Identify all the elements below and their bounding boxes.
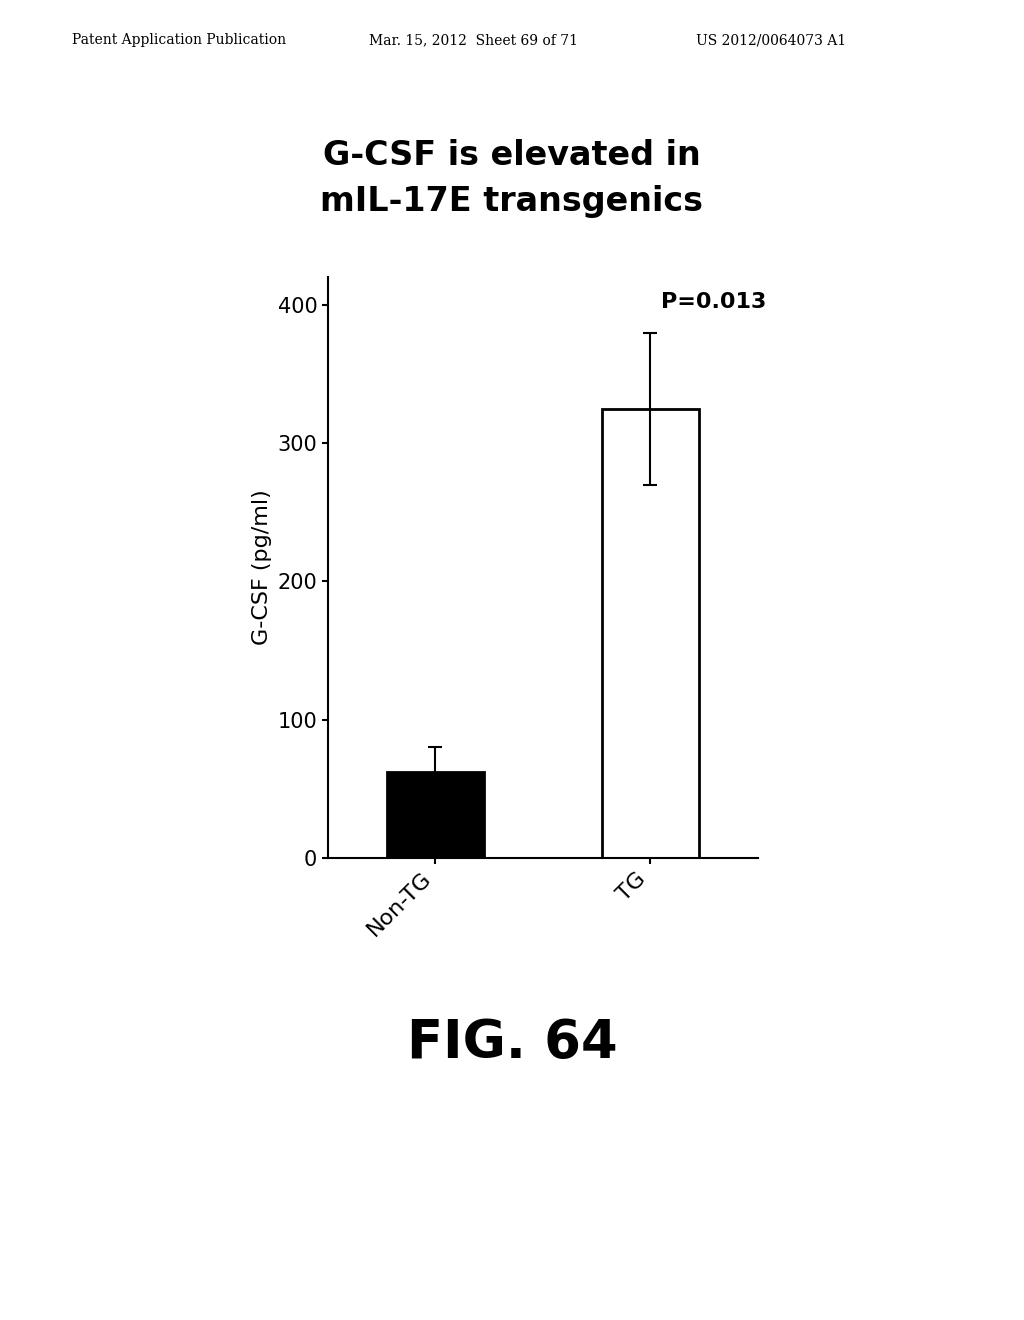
Text: mIL-17E transgenics: mIL-17E transgenics xyxy=(321,185,703,218)
Text: G-CSF is elevated in: G-CSF is elevated in xyxy=(324,139,700,172)
Text: Mar. 15, 2012  Sheet 69 of 71: Mar. 15, 2012 Sheet 69 of 71 xyxy=(369,33,578,48)
Y-axis label: G-CSF (pg/ml): G-CSF (pg/ml) xyxy=(252,490,272,645)
Text: Patent Application Publication: Patent Application Publication xyxy=(72,33,286,48)
Text: FIG. 64: FIG. 64 xyxy=(407,1018,617,1069)
Text: P=0.013: P=0.013 xyxy=(662,292,766,312)
Text: US 2012/0064073 A1: US 2012/0064073 A1 xyxy=(696,33,847,48)
Bar xyxy=(602,409,698,858)
Bar xyxy=(387,772,483,858)
